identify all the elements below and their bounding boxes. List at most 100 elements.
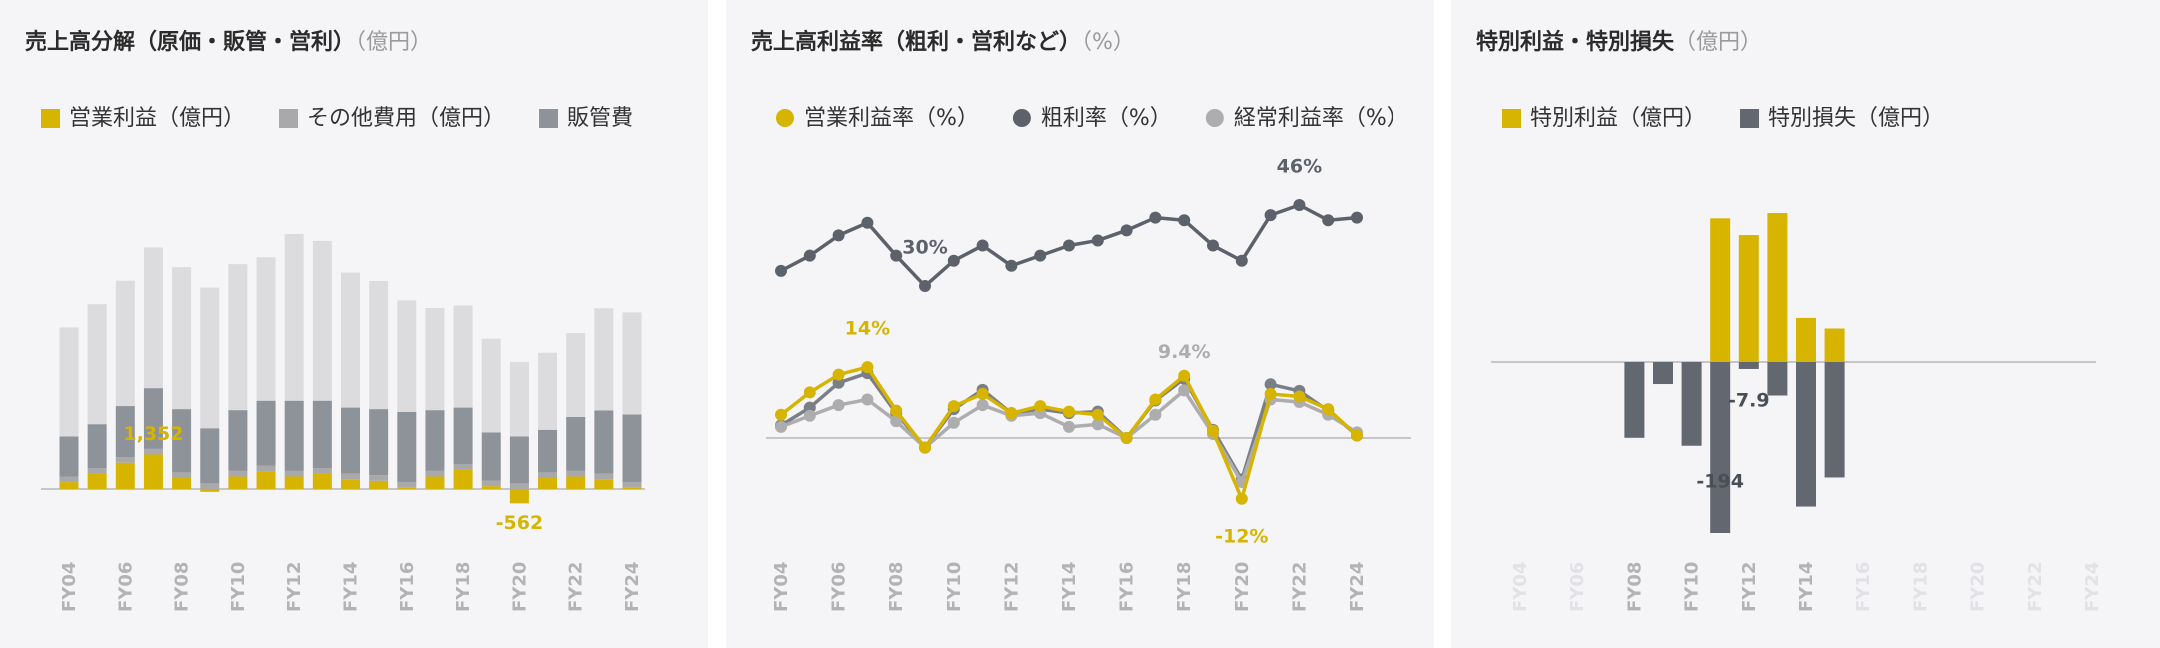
x-tick-label: FY04 (771, 562, 792, 612)
bar (1681, 362, 1702, 446)
point (1322, 214, 1335, 227)
legend-label: 特別利益（億円） (1530, 106, 1706, 131)
point (919, 441, 931, 454)
point (803, 386, 816, 399)
bar (312, 400, 332, 469)
bar (256, 465, 276, 472)
bar (284, 400, 304, 471)
x-tick-label: FY18 (453, 562, 474, 612)
bar (622, 482, 642, 488)
bar (172, 409, 192, 473)
data-label: 1,352 (123, 423, 183, 445)
chart-title: 売上高分解（原価・販管・営利）（億円） (25, 29, 432, 55)
x-tick-label: FY06 (115, 562, 136, 612)
point (861, 216, 874, 229)
data-label: -7.9 (1728, 389, 1770, 411)
point (1235, 492, 1248, 505)
x-tick-label: FY12 (1739, 562, 1760, 612)
bar (594, 473, 614, 480)
bar (509, 489, 529, 504)
bar (228, 264, 248, 411)
bar (228, 410, 248, 471)
bar (312, 468, 332, 474)
bar (143, 448, 163, 455)
x-tick-label: FY10 (944, 562, 965, 612)
bar (87, 304, 107, 425)
point (775, 408, 787, 421)
bar (1738, 362, 1759, 369)
legend-marker (1012, 109, 1031, 127)
bar (369, 480, 389, 489)
x-tick-label: FY16 (397, 562, 418, 612)
x-tick-label: FY22 (1289, 562, 1310, 612)
bar (622, 414, 642, 483)
point (775, 264, 787, 277)
bar (341, 272, 360, 408)
point (832, 368, 845, 381)
bar (509, 361, 529, 437)
legend-marker (41, 109, 60, 128)
bar (200, 428, 220, 484)
bar (256, 257, 276, 401)
bar (566, 417, 586, 471)
bar (87, 424, 107, 469)
x-tick-label: FY20 (509, 562, 530, 612)
point (1293, 390, 1306, 403)
bar (1710, 362, 1731, 533)
bar (200, 489, 220, 492)
bar (594, 479, 614, 489)
bar (397, 300, 417, 412)
legend-label: 営業利益（億円） (69, 106, 245, 131)
x-tick-label: FY12 (1001, 562, 1022, 612)
bar (341, 407, 360, 474)
bar (59, 436, 79, 477)
title-unit: （億円） (1674, 30, 1762, 55)
bar (566, 470, 586, 477)
bar (594, 308, 614, 411)
point (1207, 239, 1219, 252)
point (1178, 214, 1191, 227)
data-label: 9.4% (1158, 341, 1211, 363)
bar (284, 476, 304, 489)
point (1091, 408, 1104, 421)
point (1063, 405, 1075, 418)
point (1149, 408, 1162, 421)
data-label: 14% (845, 318, 890, 340)
bar (538, 429, 558, 473)
x-tick-label: FY24 (1347, 562, 1368, 612)
point (1293, 199, 1306, 211)
bar (369, 409, 389, 476)
point (1178, 369, 1191, 382)
bar (425, 308, 445, 411)
bar (509, 436, 529, 484)
legend-marker (776, 109, 794, 127)
title-text: 特別利益・特別損失 (1476, 29, 1675, 55)
point (1351, 211, 1363, 224)
bar (1653, 362, 1673, 385)
x-tick-label: FY18 (1174, 562, 1195, 612)
point (1120, 432, 1133, 444)
bar (228, 476, 248, 489)
point (1063, 239, 1075, 252)
bar (1738, 235, 1759, 362)
panel-bg (726, 0, 1434, 648)
bar (453, 305, 473, 408)
legend-marker (1740, 109, 1760, 128)
bar (481, 480, 501, 487)
bar (622, 312, 642, 415)
bar (425, 410, 445, 471)
x-tick-label: FY10 (1682, 562, 1703, 612)
bar (1796, 317, 1816, 362)
point (947, 254, 960, 267)
bar (172, 478, 192, 489)
x-tick-label: FY22 (2025, 562, 2046, 612)
point (1264, 387, 1277, 400)
point (1034, 400, 1047, 413)
chart: 特別利益・特別損失（億円） 特別利益（億円） 特別損失（億円） FY04 FY06 FY0… (1476, 29, 2103, 612)
legend-label: 営業利益率（%） (804, 106, 979, 131)
point (1120, 224, 1133, 237)
bar (312, 240, 332, 401)
bar (59, 482, 79, 489)
bar (59, 327, 79, 437)
title-text: 売上高利益率（粗利・営利など） (751, 29, 1081, 55)
